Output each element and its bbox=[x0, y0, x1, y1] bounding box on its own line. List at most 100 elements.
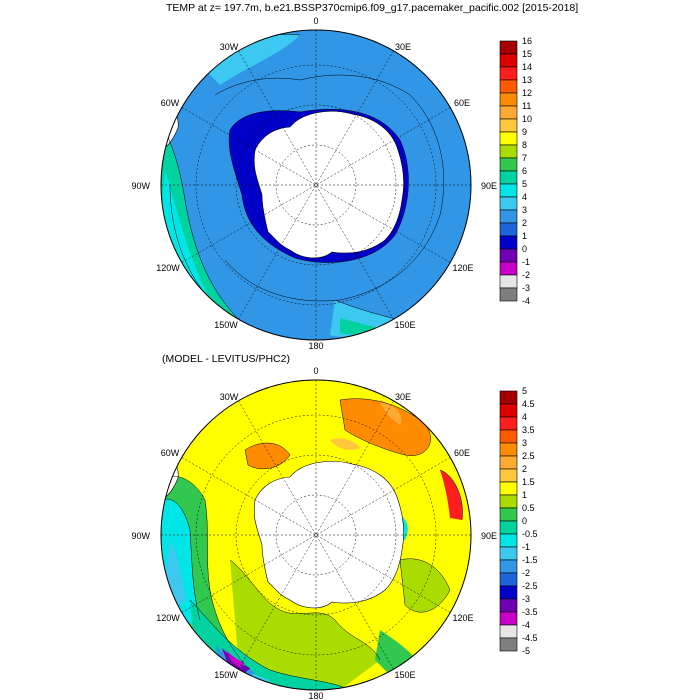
longitude-label: 60W bbox=[161, 448, 180, 458]
colorbar-swatch bbox=[499, 598, 518, 613]
colorbar-swatch bbox=[499, 53, 518, 68]
colorbar-label: 11 bbox=[522, 101, 531, 111]
colorbar-label: 5 bbox=[522, 386, 527, 396]
colorbar-swatch bbox=[499, 533, 518, 548]
longitude-label: 60W bbox=[161, 98, 180, 108]
colorbar-swatch bbox=[499, 196, 518, 211]
colorbar-label: 5 bbox=[522, 179, 527, 189]
colorbar-label: -2.5 bbox=[522, 581, 538, 591]
colorbar-swatch bbox=[499, 92, 518, 107]
colorbar-label: -5 bbox=[522, 646, 530, 656]
colorbar-label: -4 bbox=[522, 296, 530, 306]
colorbar-swatch bbox=[499, 429, 518, 444]
colorbar-swatch bbox=[499, 222, 518, 237]
colorbar-label: -0.5 bbox=[522, 529, 538, 539]
longitude-labels-bottom: 0 30E 60E 90E 120E 150E 180 150W 120W 90W 60W 30W bbox=[131, 366, 497, 700]
longitude-label: 120W bbox=[156, 263, 180, 273]
colorbar-label: 3.5 bbox=[522, 425, 535, 435]
colorbar-swatch bbox=[499, 637, 518, 652]
colorbar-difference: 5 4.5 4 3.5 3 2.5 2 1.5 1 0.5 0 -0.5 -1 -1.5 -2 -2.5 -3 -… bbox=[499, 386, 538, 656]
colorbar-swatch bbox=[499, 209, 518, 224]
colorbar-swatch bbox=[499, 183, 518, 198]
colorbar-swatch bbox=[499, 235, 518, 250]
longitude-label: 150E bbox=[394, 320, 415, 330]
antarctica-landmass bbox=[253, 111, 404, 259]
colorbar-label: -1 bbox=[522, 257, 530, 267]
colorbar-swatch bbox=[499, 468, 518, 483]
longitude-label: 150W bbox=[214, 670, 238, 680]
colorbar-swatch bbox=[499, 390, 518, 405]
longitude-label: 150W bbox=[214, 320, 238, 330]
longitude-label: 30E bbox=[395, 392, 411, 402]
colorbar-swatch bbox=[499, 559, 518, 574]
panel-title-temperature: TEMP at z= 197.7m, b.e21.BSSP370cmip6.f0… bbox=[166, 2, 579, 14]
colorbar-label: -3 bbox=[522, 283, 530, 293]
colorbar-label: 3 bbox=[522, 438, 527, 448]
longitude-label: 30W bbox=[220, 42, 239, 52]
colorbar-swatch bbox=[499, 248, 518, 263]
temperature-polar-map bbox=[160, 29, 472, 341]
difference-polar-map bbox=[160, 379, 472, 691]
colorbar-swatch bbox=[499, 624, 518, 639]
colorbar-label: -3 bbox=[522, 594, 530, 604]
colorbar-swatch bbox=[499, 611, 518, 626]
antarctica-landmass-bottom bbox=[253, 461, 404, 609]
longitude-label: 180 bbox=[308, 341, 323, 351]
colorbar-swatch bbox=[499, 520, 518, 535]
colorbar-swatch bbox=[499, 416, 518, 431]
colorbar-label: 4 bbox=[522, 412, 527, 422]
colorbar-swatch bbox=[499, 170, 518, 185]
colorbar-label: -1.5 bbox=[522, 555, 538, 565]
colorbar-label: 0 bbox=[522, 244, 527, 254]
colorbar-swatch bbox=[499, 442, 518, 457]
longitude-label: 0 bbox=[313, 16, 318, 26]
colorbar-label: 0.5 bbox=[522, 503, 535, 513]
colorbar-swatch bbox=[499, 481, 518, 496]
colorbar-label: -4.5 bbox=[522, 633, 538, 643]
colorbar-swatch bbox=[499, 572, 518, 587]
colorbar-label: 2 bbox=[522, 218, 527, 228]
colorbar-label: 2.5 bbox=[522, 451, 535, 461]
colorbar-label: 8 bbox=[522, 140, 527, 150]
colorbar-label: 1.5 bbox=[522, 477, 535, 487]
longitude-label: 180 bbox=[308, 691, 323, 700]
colorbar-swatch bbox=[499, 40, 518, 55]
colorbar-label: 14 bbox=[522, 62, 532, 72]
panel-title-difference: (MODEL - LEVITUS/PHC2) bbox=[162, 353, 290, 365]
colorbar-label: -1 bbox=[522, 542, 530, 552]
colorbar-label: 4.5 bbox=[522, 399, 535, 409]
longitude-label: 60E bbox=[454, 98, 470, 108]
colorbar-swatch bbox=[499, 261, 518, 276]
colorbar-label: 12 bbox=[522, 88, 532, 98]
colorbar-label: -2 bbox=[522, 270, 530, 280]
colorbar-swatch bbox=[499, 131, 518, 146]
longitude-label: 60E bbox=[454, 448, 470, 458]
colorbar-label: 3 bbox=[522, 205, 527, 215]
longitude-label: 90E bbox=[481, 531, 497, 541]
colorbar-label: 16 bbox=[522, 36, 532, 46]
colorbar-label: -4 bbox=[522, 620, 530, 630]
colorbar-label: 10 bbox=[522, 114, 532, 124]
colorbar-swatch bbox=[499, 66, 518, 81]
longitude-label: 30E bbox=[395, 42, 411, 52]
longitude-label: 150E bbox=[394, 670, 415, 680]
colorbar-label: 13 bbox=[522, 75, 532, 85]
colorbar-label: 6 bbox=[522, 166, 527, 176]
colorbar-label: 4 bbox=[522, 192, 527, 202]
colorbar-swatch bbox=[499, 79, 518, 94]
colorbar-swatch bbox=[499, 118, 518, 133]
longitude-label: 90W bbox=[131, 181, 150, 191]
colorbar-swatch bbox=[499, 274, 518, 289]
colorbar-label: -3.5 bbox=[522, 607, 538, 617]
colorbar-label: 1 bbox=[522, 490, 527, 500]
colorbar-label: 9 bbox=[522, 127, 527, 137]
colorbar-swatch bbox=[499, 157, 518, 172]
colorbar-swatch bbox=[499, 546, 518, 561]
colorbar-swatch bbox=[499, 287, 518, 302]
longitude-label: 90W bbox=[131, 531, 150, 541]
colorbar-label: 0 bbox=[522, 516, 527, 526]
colorbar-swatch bbox=[499, 144, 518, 159]
colorbar-swatch bbox=[499, 403, 518, 418]
colorbar-label: 15 bbox=[522, 49, 532, 59]
